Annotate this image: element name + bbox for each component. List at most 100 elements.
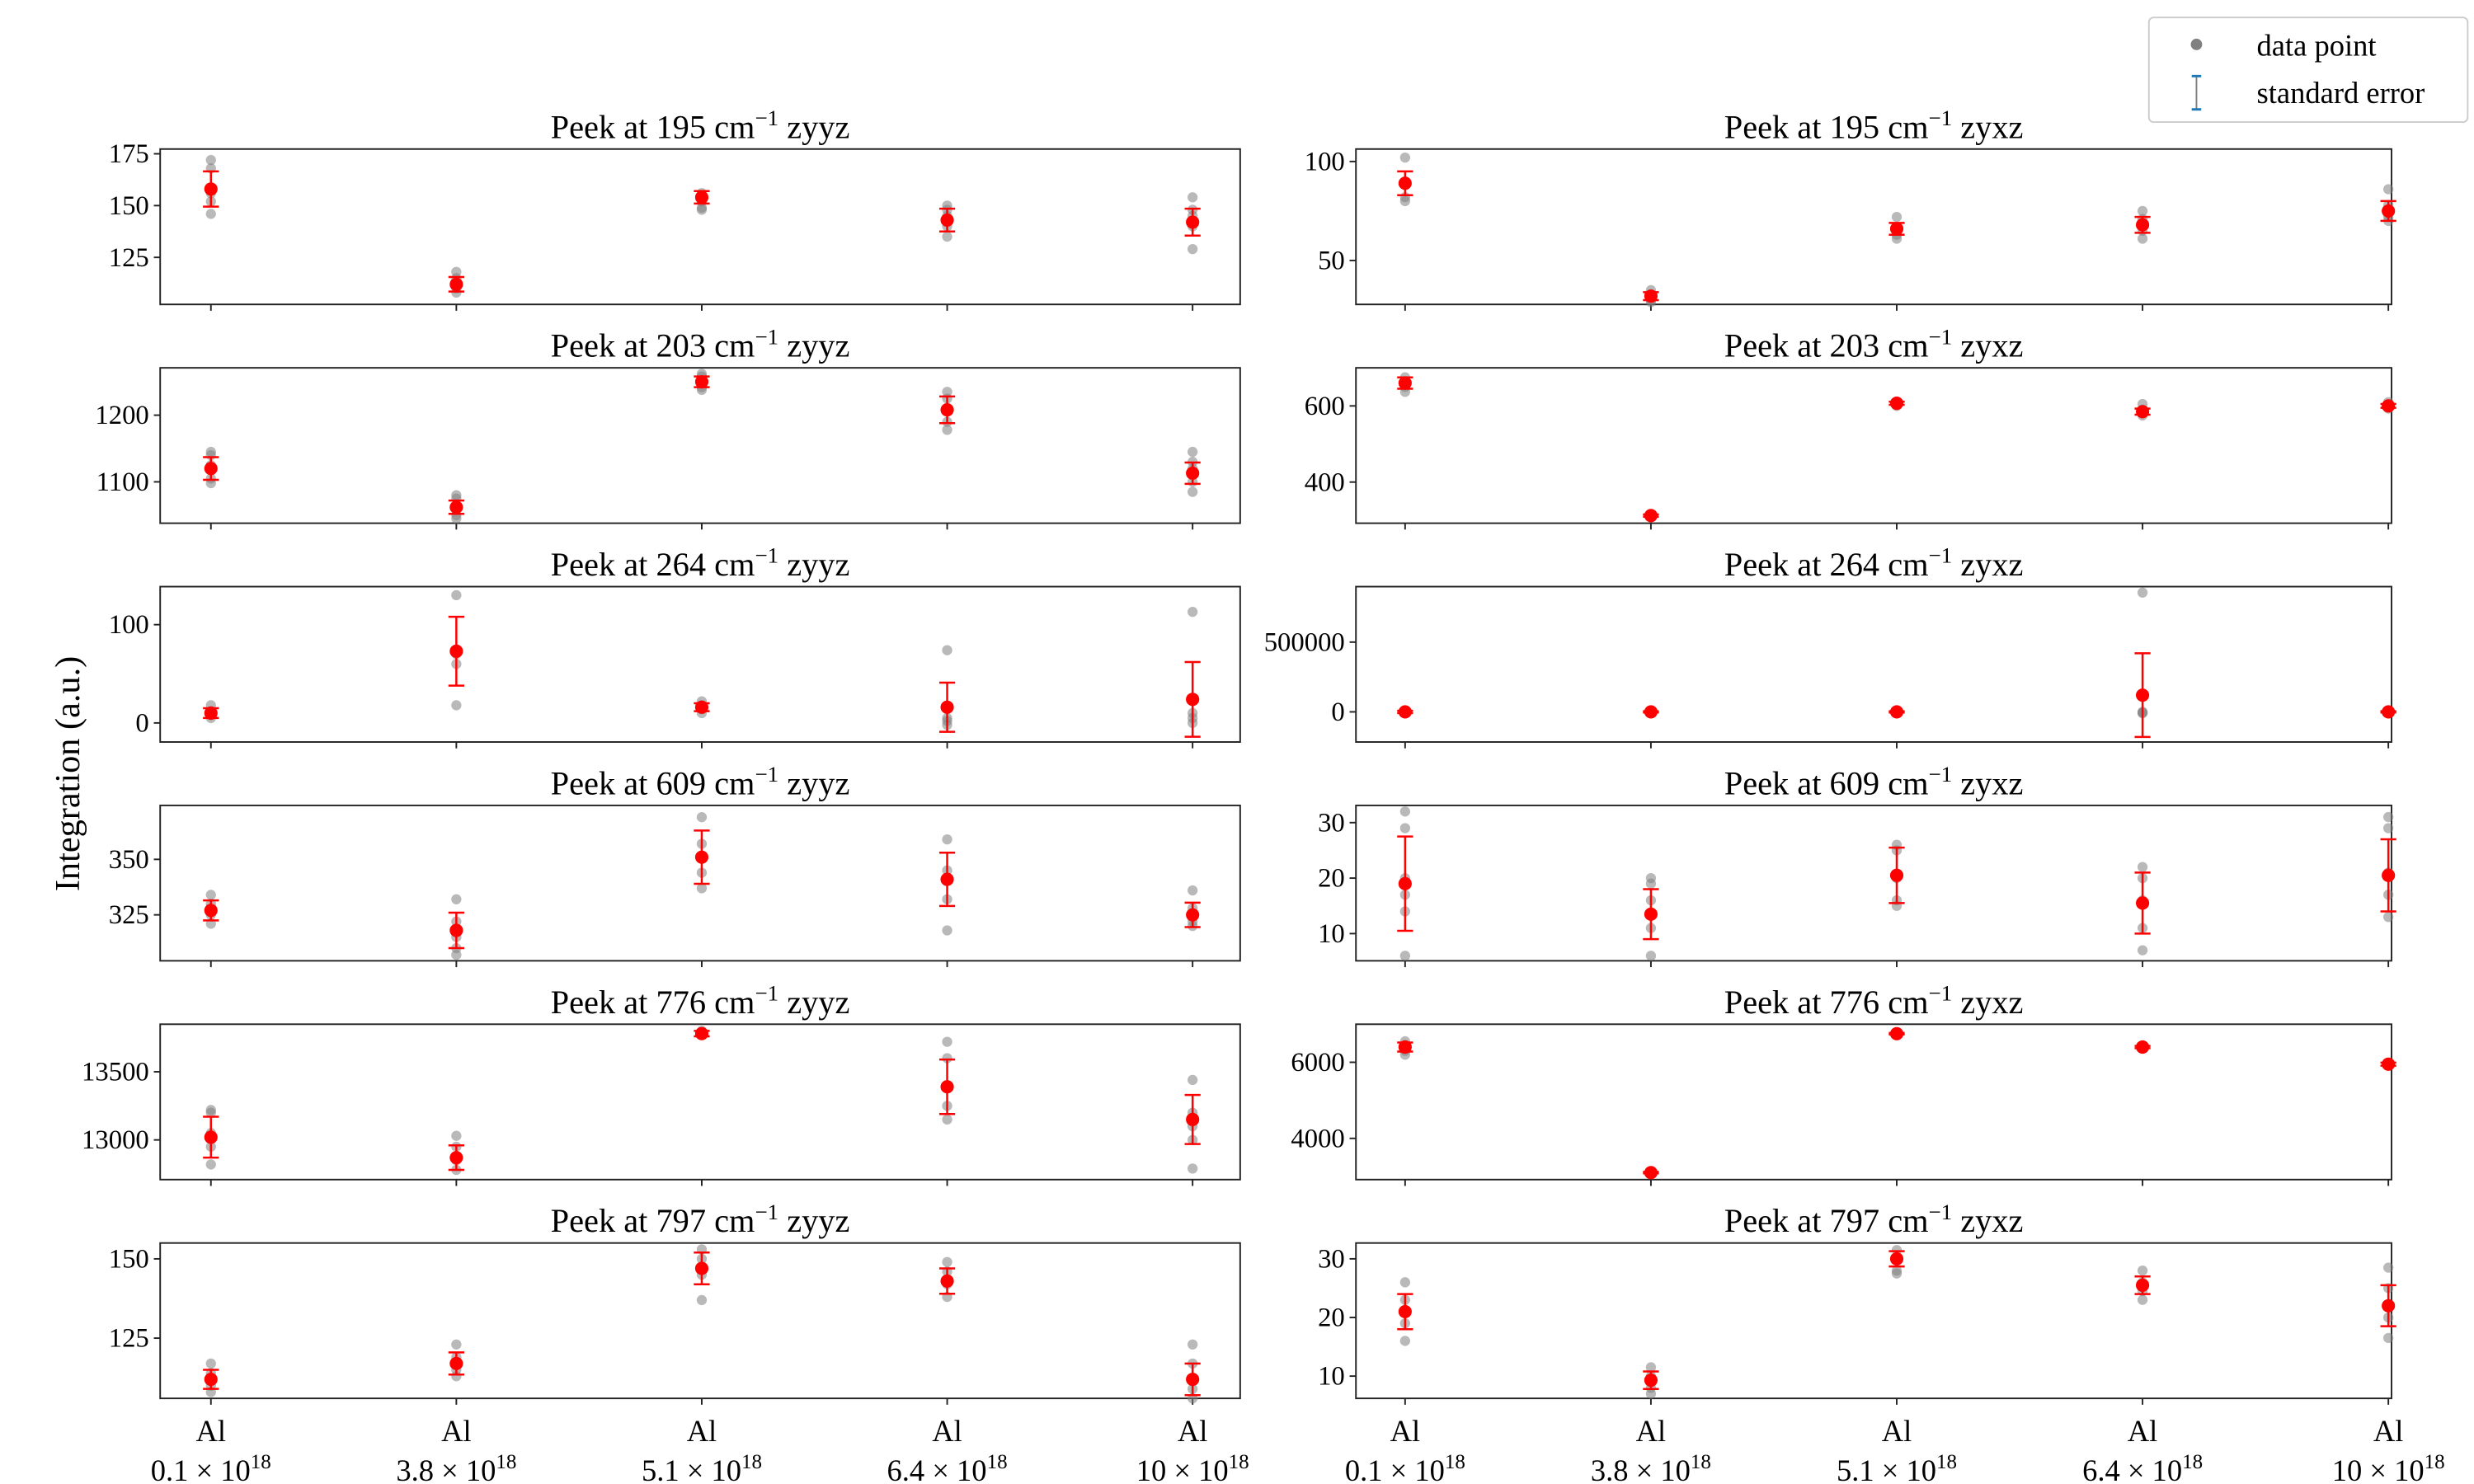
panel-title-suffix: zyxz [1952,327,2023,364]
panel-title-superscript: −1 [755,980,778,1005]
mean-point [940,213,954,228]
data-point [451,589,462,601]
panel-3: Peek at 203 cm−1 zyyz 1100 1200 [95,324,1241,530]
axes-frame [1355,148,2392,306]
x-tick-label-line2: 0.1 × 1018 [1345,1451,1465,1484]
data-point [205,1159,216,1170]
y-tick-label: 4000 [1291,1124,1344,1153]
mean-point [2136,218,2150,232]
data-point [1399,1336,1410,1346]
panel-title: Peek at 797 cm−1 zyyz [551,1200,850,1239]
x-tick-label-line2: 10 × 1018 [2332,1451,2445,1484]
mean-point [1644,289,1658,303]
data-point [451,894,462,904]
data-point [1645,1362,1657,1373]
mean-point [2382,399,2396,413]
mean-point [449,644,463,658]
x-tick-exponent: 18 [741,1451,762,1473]
panel-title-superscript: −1 [1929,980,1953,1005]
mean-point [1398,176,1412,190]
data-point [1891,1268,1903,1279]
y-tick-label: 10 [1318,1362,1345,1392]
mean-point [204,182,218,196]
y-tick-label: 600 [1305,392,1345,421]
panel-title: Peek at 264 cm−1 zyxz [1724,543,2024,583]
data-point [1399,823,1410,834]
panel-title-suffix: zyxz [1952,546,2023,583]
mean-point [449,1356,463,1370]
mean-point [2382,1298,2396,1313]
mean-point [1186,1112,1200,1126]
axes-frame [159,148,1241,306]
panel-title-superscript: −1 [755,106,778,130]
mean-point [1889,1026,1904,1040]
mean-point [2136,1040,2150,1054]
panel-2: Peek at 195 cm−1 zyxz 50 100 [1305,106,2396,311]
panel-title: Peek at 195 cm−1 zyyz [551,106,850,145]
panel-title-main: Peek at 609 cm [551,764,755,801]
y-tick-label: 30 [1318,808,1345,838]
y-tick-label: 6000 [1291,1048,1344,1078]
mean-point [1889,222,1904,236]
panel-title-suffix: zyyz [778,764,849,801]
mean-point [940,1274,954,1288]
mean-point [2136,405,2150,419]
data-point [451,949,462,960]
mean-point [1644,1166,1658,1180]
data-point [205,209,216,219]
data-point [2383,811,2394,823]
panel-title: Peek at 776 cm−1 zyyz [551,980,850,1020]
panel-title-main: Peek at 776 cm [551,984,755,1021]
y-tick-label: 350 [109,845,149,875]
panel-title: Peek at 264 cm−1 zyyz [551,543,850,583]
panel-title-suffix: zyyz [778,1202,849,1239]
x-tick-label-line1: Al [1636,1414,1667,1448]
y-tick-label: 13500 [82,1058,149,1087]
axes-frame [159,1242,1241,1400]
mean-point [2136,688,2150,702]
data-point [2383,184,2394,195]
mean-point [204,904,218,918]
mean-point [940,700,954,714]
y-tick-label: 100 [109,610,149,640]
data-point [1399,1277,1410,1288]
legend-standard-error-marker [2191,74,2202,111]
panel-title-main: Peek at 264 cm [551,546,755,583]
y-tick-label: 13000 [82,1125,149,1155]
mean-point [2382,705,2396,719]
x-tick-exponent: 18 [2425,1451,2445,1473]
mean-point [449,1151,463,1165]
data-point [1645,878,1657,889]
panel-title-main: Peek at 203 cm [1724,327,1929,364]
mean-point [449,500,463,514]
panel-title: Peek at 609 cm−1 zyyz [551,762,850,801]
axes-frame [159,804,1241,962]
mean-point [940,1080,954,1094]
panel-title-superscript: −1 [1929,106,1953,130]
data-point [1399,806,1410,817]
x-tick-mantissa: 6.4 × 10 [887,1453,987,1484]
data-point [2383,1332,2394,1344]
legend: data point standard error [2147,16,2469,124]
axes-frame [159,367,1241,524]
legend-data-point-marker [2190,38,2203,50]
x-tick-exponent: 18 [251,1451,271,1473]
panel-title-suffix: zyxz [1952,108,2023,145]
panel-title: Peek at 203 cm−1 zyxz [1724,324,2024,364]
y-tick-label: 20 [1318,864,1345,894]
data-point [1645,1388,1657,1399]
data-point [1188,885,1198,896]
data-point [2137,862,2148,872]
panel-title: Peek at 203 cm−1 zyyz [551,324,850,364]
panel-5: Peek at 264 cm−1 zyyz 0 100 [109,543,1241,749]
panel-title-superscript: −1 [1929,324,1953,349]
y-tick-label: 150 [109,191,149,221]
data-point [1188,1074,1198,1086]
axes-frame [1355,1023,2392,1181]
x-tick-mantissa: 5.1 × 10 [1837,1453,1936,1484]
x-tick-exponent: 18 [1445,1451,1465,1473]
mean-point [2382,868,2396,882]
x-tick-mantissa: 0.1 × 10 [1345,1453,1445,1484]
data-point [2137,1265,2148,1276]
